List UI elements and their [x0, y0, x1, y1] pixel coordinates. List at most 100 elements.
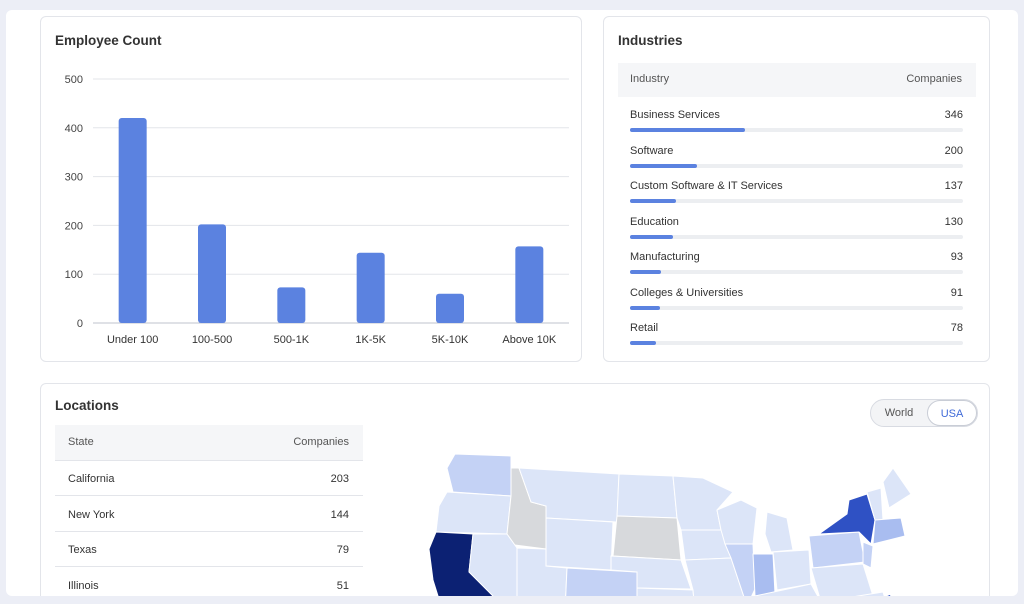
map-state-pennsylvania[interactable] — [808, 531, 866, 569]
employee-count-chart: 0 100 200 300 400 500 Under 100 100-500 500-1K 1K… — [65, 74, 569, 346]
industry-bar-track — [630, 341, 963, 345]
industry-count: 130 — [944, 215, 963, 228]
industry-row[interactable]: Software 200 — [630, 145, 963, 177]
location-state: California — [68, 473, 115, 485]
map-state-michigan[interactable] — [764, 511, 794, 553]
industry-bar-fill — [630, 128, 746, 132]
map-state-oregon[interactable] — [435, 491, 512, 535]
industry-bar-track — [630, 163, 963, 168]
industry-bar-fill — [630, 163, 697, 168]
industry-column-header: Industry — [630, 73, 670, 85]
bar-5k-10k[interactable] — [436, 293, 464, 323]
usa-toggle-button[interactable]: USA — [927, 400, 977, 426]
map-state-wisconsin[interactable] — [716, 499, 758, 545]
industry-bar-track — [630, 270, 963, 274]
dashboard-canvas: Employee Count 0 100 200 300 400 500 Under 100… — [6, 10, 1018, 596]
map-state-north-carolina[interactable] — [817, 591, 889, 596]
map-state-washington[interactable] — [446, 453, 512, 497]
bar-100-500[interactable] — [198, 224, 226, 323]
locations-table-header: State Companies — [55, 425, 363, 461]
industry-bar-track — [630, 305, 963, 310]
map-state-south-dakota[interactable] — [612, 515, 682, 561]
industry-bar-fill — [630, 305, 661, 310]
companies-column-header: Companies — [293, 436, 349, 448]
locations-card: Locations World USA State Companies Cali… — [40, 383, 990, 596]
industry-name: Retail — [630, 322, 659, 334]
industry-row[interactable]: Colleges & Universities 91 — [630, 287, 963, 319]
industry-count: 346 — [944, 109, 963, 121]
industry-count: 137 — [944, 180, 963, 192]
map-state-illinois[interactable] — [724, 543, 756, 596]
map-state-missouri[interactable] — [684, 557, 747, 596]
location-row[interactable]: New York 144 — [55, 497, 363, 532]
location-count: 51 — [336, 579, 349, 592]
map-state-massachusetts[interactable] — [872, 517, 906, 545]
location-row[interactable]: Illinois 51 — [55, 568, 363, 597]
bar-500-1k[interactable] — [277, 287, 306, 323]
employee-count-card: Employee Count 0 100 200 300 400 500 Under 100… — [40, 16, 582, 362]
industry-name: Business Services — [630, 109, 720, 121]
location-state: New York — [68, 508, 115, 521]
industry-bar-track — [630, 128, 963, 132]
map-state-nevada[interactable] — [468, 533, 518, 596]
bar-above-10k[interactable] — [515, 246, 544, 323]
industry-name: Colleges & Universities — [630, 286, 744, 299]
map-state-new-jersey[interactable] — [862, 541, 874, 569]
industry-bar-track — [630, 234, 963, 239]
industries-title: Industries — [618, 33, 683, 48]
bar-1k-5k[interactable] — [356, 252, 385, 323]
y-tick-label: 400 — [65, 123, 83, 135]
location-row[interactable]: California 203 — [55, 461, 363, 496]
location-state: Texas — [68, 544, 97, 556]
map-state-indiana[interactable] — [752, 553, 776, 596]
companies-column-header: Companies — [906, 73, 962, 85]
map-state-virginia[interactable] — [810, 563, 874, 596]
map-state-florida[interactable] — [867, 593, 892, 596]
location-count: 144 — [330, 508, 349, 521]
locations-title: Locations — [55, 398, 119, 413]
industry-count: 200 — [944, 144, 963, 157]
map-state-kansas[interactable] — [636, 587, 695, 596]
y-tick-label: 500 — [65, 74, 83, 86]
x-tick-label: 1K-5K — [355, 334, 386, 346]
map-state-ohio[interactable] — [772, 549, 812, 591]
x-tick-label: 5K-10K — [432, 334, 469, 346]
industry-bar-fill — [630, 234, 674, 239]
industries-table-header: Industry Companies — [618, 63, 976, 97]
industry-bar-fill — [630, 270, 661, 274]
world-toggle-button[interactable]: World — [884, 407, 914, 419]
location-row[interactable]: Texas 79 — [55, 532, 363, 567]
industry-row[interactable]: Retail 78 — [630, 322, 963, 354]
map-state-kentucky[interactable] — [754, 583, 821, 596]
industry-row[interactable]: Education 130 — [630, 216, 963, 248]
industry-row[interactable]: Custom Software & IT Services 137 — [630, 180, 963, 212]
industry-bar-fill — [630, 199, 676, 203]
usa-map — [428, 453, 912, 596]
industry-count: 93 — [950, 251, 963, 263]
map-state-north-dakota[interactable] — [616, 473, 678, 519]
state-column-header: State — [68, 436, 94, 448]
industry-row[interactable]: Manufacturing 93 — [630, 251, 963, 283]
industry-bar-fill — [630, 341, 656, 345]
y-tick-label: 0 — [77, 318, 83, 330]
y-tick-label: 100 — [65, 269, 83, 281]
industry-bar-track — [630, 199, 963, 203]
map-state-colorado[interactable] — [565, 567, 638, 596]
x-tick-label: 100-500 — [192, 334, 232, 346]
industry-name: Manufacturing — [630, 251, 700, 263]
industry-row[interactable]: Business Services 346 — [630, 109, 963, 141]
y-tick-label: 300 — [65, 172, 83, 184]
y-tick-label: 200 — [65, 220, 83, 232]
map-state-maine[interactable] — [882, 467, 912, 509]
industry-name: Software — [630, 144, 674, 157]
x-tick-label: Under 100 — [107, 334, 158, 346]
industries-card: Industries Industry Companies Business S… — [603, 16, 990, 362]
location-count: 203 — [330, 473, 349, 485]
bar-under-100[interactable] — [118, 118, 147, 323]
industry-count: 78 — [950, 322, 963, 334]
x-tick-label: 500-1K — [274, 334, 310, 346]
employee-count-title: Employee Count — [55, 33, 162, 48]
x-tick-label: Above 10K — [502, 334, 556, 346]
map-state-wyoming[interactable] — [545, 517, 614, 571]
industry-count: 91 — [950, 286, 963, 299]
